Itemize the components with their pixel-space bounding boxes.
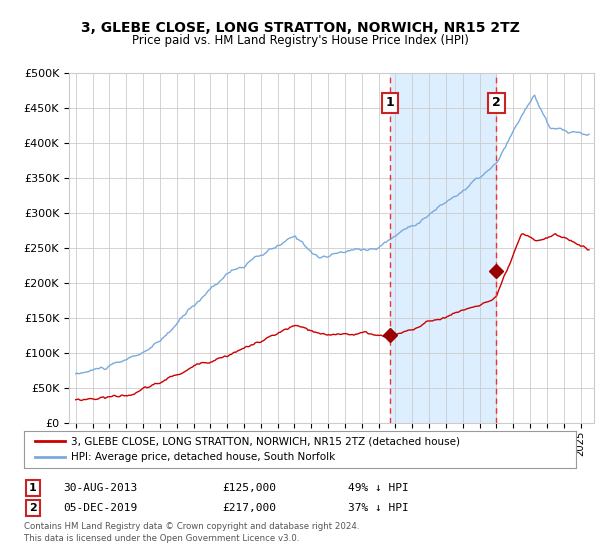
Text: £217,000: £217,000 bbox=[222, 503, 276, 513]
Text: 2: 2 bbox=[29, 503, 37, 513]
Text: 30-AUG-2013: 30-AUG-2013 bbox=[63, 483, 137, 493]
Text: 05-DEC-2019: 05-DEC-2019 bbox=[63, 503, 137, 513]
Text: 3, GLEBE CLOSE, LONG STRATTON, NORWICH, NR15 2TZ: 3, GLEBE CLOSE, LONG STRATTON, NORWICH, … bbox=[80, 21, 520, 35]
Text: 2: 2 bbox=[492, 96, 501, 109]
Text: 1: 1 bbox=[29, 483, 37, 493]
Text: £125,000: £125,000 bbox=[222, 483, 276, 493]
Text: Contains HM Land Registry data © Crown copyright and database right 2024.: Contains HM Land Registry data © Crown c… bbox=[24, 522, 359, 531]
Text: HPI: Average price, detached house, South Norfolk: HPI: Average price, detached house, Sout… bbox=[71, 452, 335, 463]
Text: 37% ↓ HPI: 37% ↓ HPI bbox=[348, 503, 409, 513]
Text: 3, GLEBE CLOSE, LONG STRATTON, NORWICH, NR15 2TZ (detached house): 3, GLEBE CLOSE, LONG STRATTON, NORWICH, … bbox=[71, 436, 460, 446]
Bar bbox=[390, 73, 496, 423]
Text: 49% ↓ HPI: 49% ↓ HPI bbox=[348, 483, 409, 493]
Text: Price paid vs. HM Land Registry's House Price Index (HPI): Price paid vs. HM Land Registry's House … bbox=[131, 34, 469, 46]
Text: 1: 1 bbox=[385, 96, 394, 109]
Text: This data is licensed under the Open Government Licence v3.0.: This data is licensed under the Open Gov… bbox=[24, 534, 299, 543]
